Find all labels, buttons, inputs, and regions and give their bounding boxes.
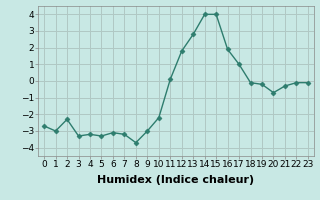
- X-axis label: Humidex (Indice chaleur): Humidex (Indice chaleur): [97, 175, 255, 185]
